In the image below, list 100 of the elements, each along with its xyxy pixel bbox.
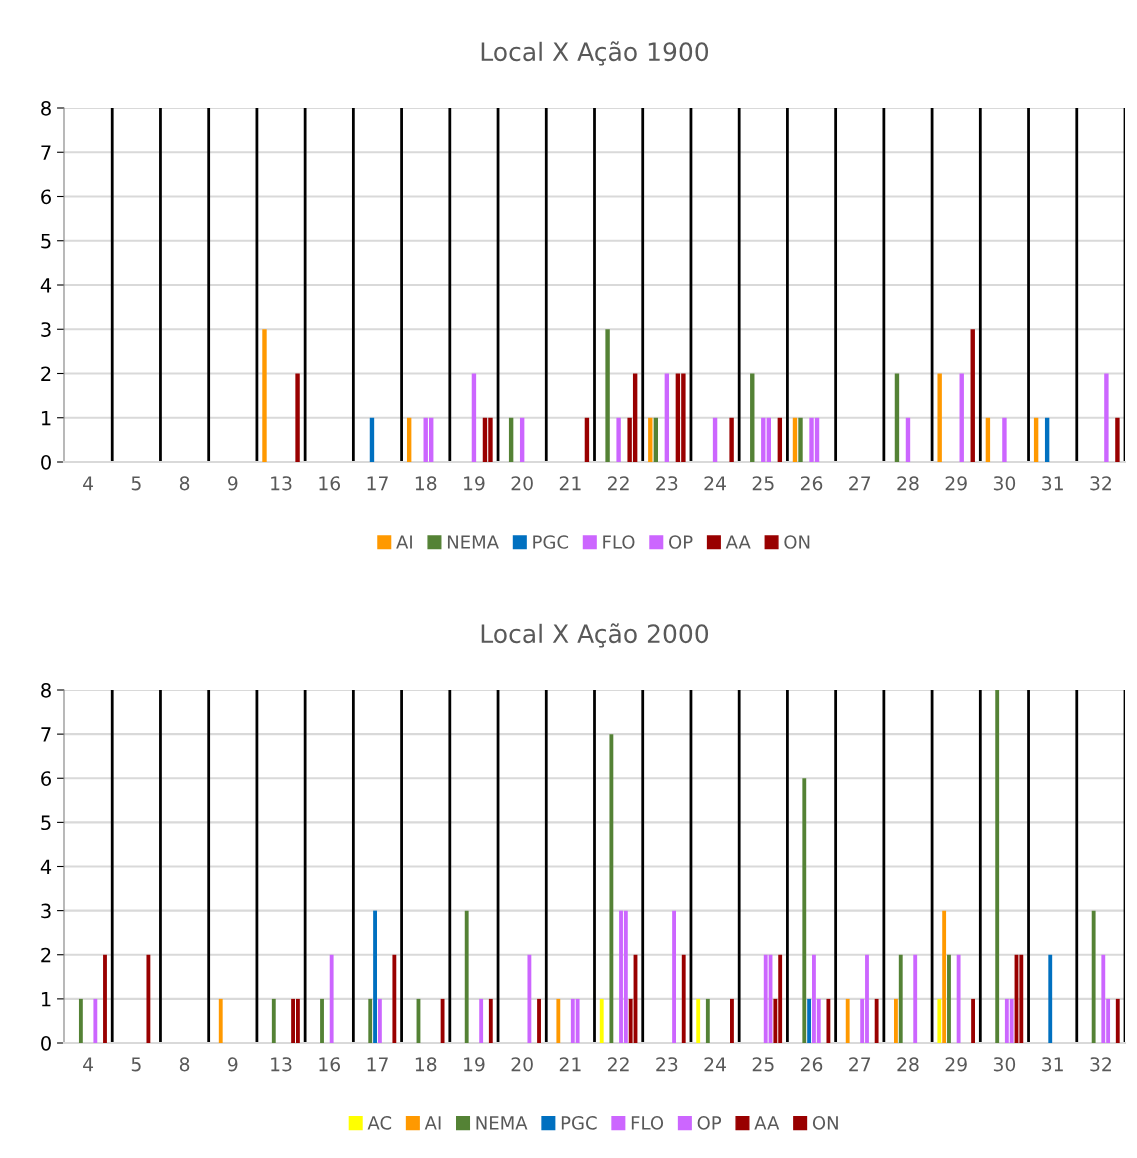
- y-tick-label: 1: [41, 992, 51, 1007]
- bar: [262, 329, 267, 462]
- bar: [956, 954, 961, 1043]
- legend-label: AI: [396, 535, 412, 549]
- legend-label: FLO: [603, 535, 635, 549]
- legend-label: NEMA: [476, 1116, 528, 1130]
- bar: [802, 778, 807, 1043]
- bar: [705, 998, 710, 1043]
- bar: [271, 998, 276, 1043]
- x-tick-label: 23: [656, 1057, 678, 1072]
- bar: [1115, 998, 1120, 1043]
- bar: [1091, 910, 1096, 1043]
- bar: [672, 910, 676, 1043]
- x-tick-label: 28: [897, 476, 919, 491]
- bar: [985, 417, 991, 462]
- bar: [616, 417, 621, 462]
- bar: [1104, 373, 1109, 462]
- bar: [584, 417, 590, 462]
- bar: [971, 998, 976, 1043]
- x-tick-label: 16: [319, 1057, 340, 1072]
- x-tick-label: 22: [608, 476, 629, 491]
- x-tick-label: 25: [752, 1057, 774, 1072]
- bar: [295, 373, 300, 462]
- y-tick-label: 2: [41, 947, 51, 963]
- y-tick-label: 7: [41, 727, 51, 742]
- x-tick-label: 31: [1042, 476, 1063, 491]
- x-tick-label: 28: [897, 1057, 919, 1072]
- bar: [93, 998, 98, 1043]
- bar: [368, 998, 373, 1043]
- x-tick-label: 25: [752, 476, 774, 491]
- y-tick-label: 0: [41, 1035, 51, 1051]
- x-tick-label: 18: [415, 1057, 437, 1072]
- bar: [937, 998, 942, 1043]
- bar: [874, 998, 879, 1043]
- bar: [730, 998, 734, 1043]
- x-tick-label: 30: [993, 1057, 1016, 1072]
- x-tick-label: 17: [367, 1057, 388, 1072]
- bar: [295, 998, 300, 1043]
- legend-label: FLO: [631, 1116, 664, 1130]
- x-tick-label: 22: [608, 1057, 629, 1072]
- y-tick-label: 6: [41, 771, 51, 786]
- x-tick-label: 16: [319, 476, 340, 491]
- y-tick-label: 1: [41, 410, 51, 426]
- bar: [763, 954, 768, 1043]
- bar: [1044, 417, 1050, 462]
- x-tick-label: 29: [945, 1057, 967, 1072]
- legend-label: ON: [812, 1116, 838, 1130]
- bar: [947, 954, 951, 1043]
- y-tick-label: 2: [41, 366, 51, 381]
- y-tick-label: 5: [41, 815, 51, 831]
- bar: [845, 998, 850, 1043]
- y-tick-label: 0: [41, 454, 51, 470]
- bar: [1019, 954, 1024, 1043]
- x-tick-label: 24: [704, 476, 726, 491]
- bar: [291, 998, 296, 1043]
- x-tick-label: 5: [131, 476, 141, 491]
- x-tick-label: 13: [271, 1057, 292, 1072]
- y-tick-label: 3: [41, 322, 51, 337]
- y-tick-label: 8: [41, 100, 51, 116]
- bar: [471, 373, 477, 462]
- legend-label: AC: [367, 1116, 392, 1130]
- bar: [556, 998, 561, 1043]
- x-tick-label: 19: [464, 1057, 485, 1072]
- bar: [942, 910, 947, 1043]
- x-tick-label: 19: [464, 476, 485, 491]
- bar: [609, 734, 614, 1043]
- bar: [970, 329, 975, 462]
- x-tick-label: 29: [945, 476, 967, 491]
- bar: [373, 910, 377, 1043]
- bar: [937, 373, 942, 462]
- bar: [464, 910, 469, 1043]
- bar: [807, 998, 812, 1043]
- x-tick-label: 27: [849, 1057, 871, 1072]
- bar: [905, 417, 911, 462]
- x-tick-label: 18: [415, 476, 437, 491]
- bar: [913, 954, 918, 1043]
- bar: [792, 417, 798, 462]
- bar: [78, 998, 83, 1043]
- x-tick-label: 24: [704, 1057, 726, 1072]
- x-tick-label: 4: [83, 1057, 94, 1072]
- x-tick-label: 9: [228, 476, 238, 491]
- bar: [575, 998, 580, 1043]
- bar: [653, 417, 659, 462]
- x-tick-label: 32: [1090, 1057, 1111, 1072]
- x-tick-label: 30: [993, 476, 1016, 491]
- bar: [537, 998, 541, 1043]
- y-tick-label: 8: [41, 682, 51, 698]
- legend-label: PGC: [533, 535, 569, 549]
- x-tick-label: 26: [800, 476, 823, 491]
- bar: [1101, 954, 1106, 1043]
- bar: [995, 690, 1000, 1043]
- x-tick-label: 26: [800, 1057, 823, 1072]
- bar: [898, 954, 903, 1043]
- bar: [218, 998, 223, 1043]
- bar: [750, 373, 755, 462]
- x-tick-label: 4: [83, 476, 94, 491]
- bar: [1048, 954, 1053, 1043]
- x-tick-label: 5: [131, 1057, 141, 1072]
- legend-label: AA: [754, 1116, 780, 1130]
- y-tick-label: 3: [41, 903, 51, 919]
